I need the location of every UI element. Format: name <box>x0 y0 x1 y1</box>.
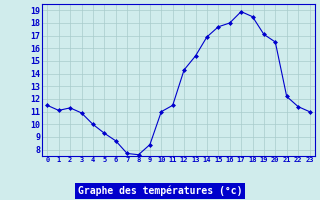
Text: Graphe des températures (°c): Graphe des températures (°c) <box>78 186 242 196</box>
